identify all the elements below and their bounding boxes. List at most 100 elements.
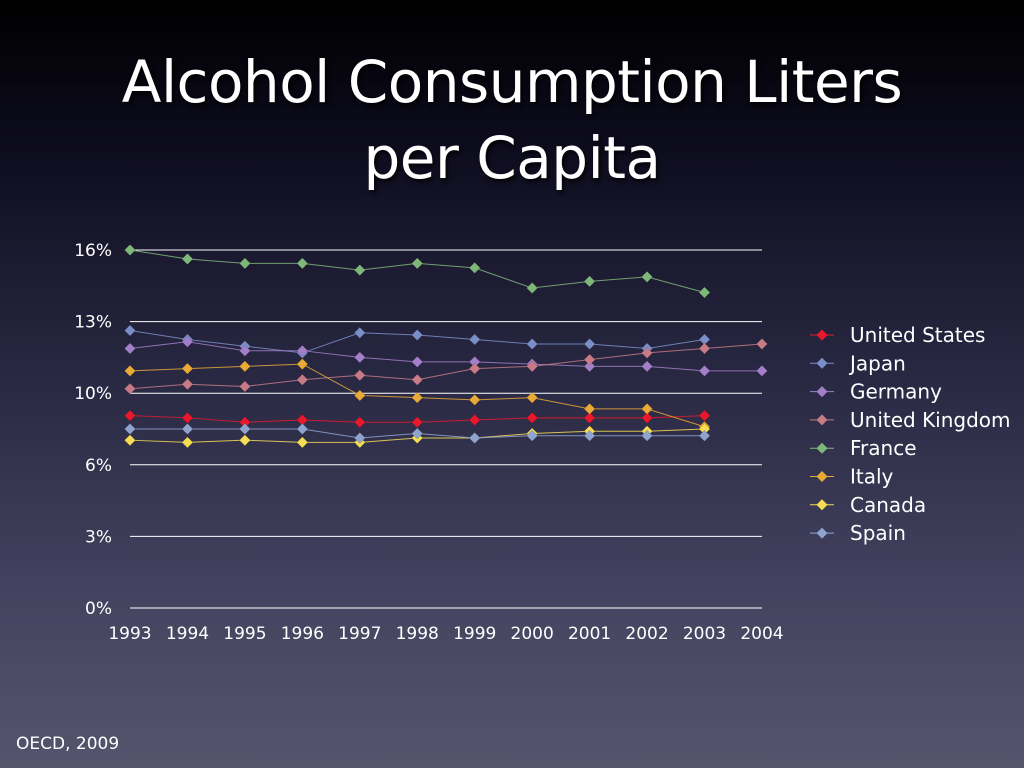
legend-label: Germany [850,380,942,404]
legend-label: United States [850,323,985,347]
x-tick-label: 2003 [683,624,726,644]
data-point [641,347,653,359]
y-tick-label: 0% [85,599,112,619]
data-point [124,342,136,355]
data-point [124,382,136,395]
data-point [296,373,309,386]
data-point [181,362,194,375]
legend-label: Italy [850,465,894,489]
data-point [239,423,251,435]
y-tick-label: 13% [74,313,112,333]
slide-title: Alcohol Consumption Liters per Capita [0,44,1024,196]
data-point [641,360,653,373]
data-point [181,436,194,449]
series-france [124,244,711,299]
data-point [468,262,481,274]
data-point [526,429,539,442]
data-point [181,423,194,435]
data-point [411,391,424,404]
data-point [181,253,194,265]
data-point [411,257,424,270]
x-tick-label: 1998 [396,624,439,644]
data-point [468,394,481,406]
data-point [239,380,251,393]
data-point [526,338,539,350]
title-line-1: Alcohol Consumption Liters [121,48,903,116]
data-point [698,409,711,422]
data-point [583,411,596,424]
data-point [353,432,366,444]
data-point [468,414,481,426]
y-tick-label: 10% [74,384,112,404]
data-point [411,329,424,341]
legend-item: Germany [810,380,942,404]
legend-item: France [810,436,917,460]
data-point [698,429,711,442]
data-point [124,409,136,422]
data-point [583,353,596,366]
series-united-kingdom [124,338,768,395]
x-tick-label: 1997 [338,624,381,644]
data-point [583,429,596,442]
data-point [468,432,481,444]
data-point [181,378,194,391]
legend-marker [816,442,828,454]
title-line-2: per Capita [363,124,661,192]
data-point [353,389,366,402]
x-tick-label: 2004 [740,624,783,644]
data-point [641,429,653,442]
legend-item: Canada [810,493,926,517]
data-point [353,351,366,364]
legend-marker [816,357,828,369]
data-point [296,423,309,435]
data-point [181,335,194,348]
legend-item: Italy [810,465,894,489]
data-point [583,338,596,350]
legend-marker [816,414,828,426]
data-point [181,411,194,424]
x-tick-label: 2002 [625,624,668,644]
series-line [129,343,762,390]
y-tick-label: 6% [85,456,112,476]
series-line [129,249,705,293]
data-point [411,356,424,368]
legend-label: France [850,436,917,460]
x-tick-label: 1996 [281,624,324,644]
data-point [353,326,366,339]
data-point [239,257,251,270]
data-point [124,364,136,377]
legend-item: United Kingdom [810,408,1011,432]
data-point [296,358,309,370]
data-point [124,324,136,337]
x-tick-label: 2001 [568,624,611,644]
legend-marker [816,386,828,398]
x-tick-label: 1995 [223,624,266,644]
legend-item: United States [810,323,985,347]
legend-marker [816,471,828,482]
data-point [353,416,366,429]
data-point [526,391,539,404]
data-point [411,373,424,386]
source-note: OECD, 2009 [16,734,120,754]
series-germany [124,335,768,377]
data-point [124,244,136,256]
data-point [698,342,711,355]
data-point [641,403,653,415]
data-point [411,427,424,440]
x-tick-label: 1994 [166,624,209,644]
data-point [526,411,539,424]
series-united-states [124,409,711,429]
data-point [526,282,539,294]
x-tick-label: 1999 [453,624,496,644]
legend-label: Spain [850,521,906,545]
y-tick-label: 16% [74,241,112,261]
data-point [698,286,711,299]
x-tick-label: 2000 [511,624,554,644]
legend-label: United Kingdom [850,408,1011,432]
data-point [296,436,309,449]
data-point [239,360,251,373]
legend-item: Spain [810,521,906,545]
x-axis-tick-labels: 1993 1994 1995 1996 1997 1998 1999 2000 2001 2002… [108,624,783,644]
data-point [296,257,309,270]
data-point [756,338,768,350]
